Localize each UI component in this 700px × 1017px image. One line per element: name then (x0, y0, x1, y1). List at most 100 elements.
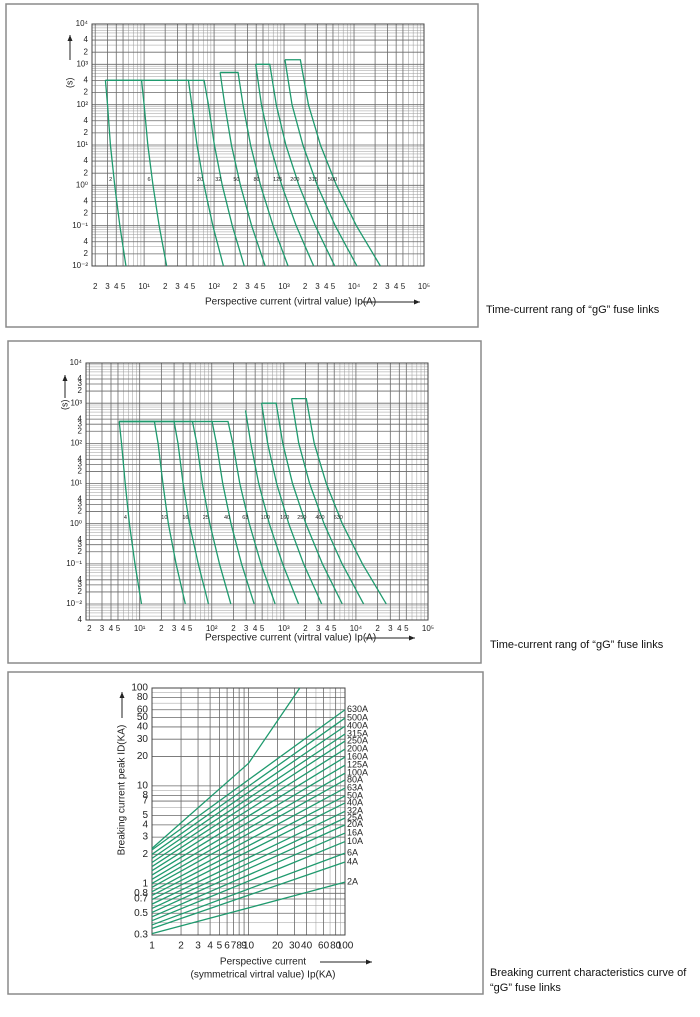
y-tick-label: 2 (84, 88, 89, 97)
curve-label: 40 (224, 515, 230, 521)
y-tick-label: 10 (137, 781, 149, 792)
curve (244, 410, 300, 605)
y-tick-label: 40 (137, 722, 149, 733)
curve-label: 4 (124, 515, 127, 521)
curve-label: 16A (347, 827, 363, 837)
x-tick-label: 5 (261, 282, 266, 291)
curve-label: 630A (347, 704, 368, 714)
y-tick-label: 4 (78, 414, 83, 423)
x-axis-label: Perspective current (virtral value) Ip(A… (205, 297, 376, 308)
curve-label: 20A (347, 819, 363, 829)
curve-label: 200A (347, 743, 368, 753)
y-tick-label: 10⁻¹ (72, 221, 88, 230)
x-tick-label: 10⁴ (348, 282, 361, 291)
curve-label: 315 (309, 177, 318, 183)
y-tick-label: 20 (137, 751, 149, 762)
curve-label: 20 (197, 177, 203, 183)
x-tick-label: 10¹ (138, 282, 150, 291)
x-tick-label: 5 (217, 941, 223, 952)
y-tick-label: 60 (137, 704, 149, 715)
x-tick-label: 3 (316, 624, 321, 633)
y-tick-label: 4 (84, 75, 89, 84)
curve-label: 500A (347, 712, 368, 722)
plot-frame (91, 23, 425, 267)
x-tick-label: 10⁵ (418, 282, 430, 291)
x-axis-label: Perspective current (virtral value) Ip(A… (205, 633, 376, 644)
x-tick-label: 2 (159, 624, 164, 633)
curve (260, 403, 323, 605)
curve-label: 6 (147, 177, 150, 183)
y-tick-label: 3 (78, 540, 83, 549)
curve (151, 840, 346, 922)
y-tick-label: 10³ (76, 59, 88, 68)
x-tick-label: 3 (385, 282, 390, 291)
curve (220, 71, 289, 267)
y-tick-label: 2 (78, 547, 83, 556)
x-tick-label: 3 (105, 282, 110, 291)
x-tick-label: 3 (175, 282, 180, 291)
x-tick-label: 100 (337, 941, 354, 952)
y-tick-label: 8 (142, 790, 148, 801)
curve-label: 160A (347, 751, 368, 761)
x-tick-label: 4 (181, 624, 186, 633)
y-tick-label: 4 (78, 454, 83, 463)
y-tick-label: 30 (137, 734, 149, 745)
y-tick-label: 100 (131, 683, 148, 694)
curve (291, 397, 387, 605)
x-tick-label: 4 (397, 624, 402, 633)
x-axis-arrowhead (414, 299, 420, 305)
curve (151, 779, 346, 888)
x-tick-label: 6 (224, 941, 230, 952)
caption: Breaking current characteristics curve o… (490, 967, 687, 994)
y-tick-label: 4 (78, 575, 83, 584)
y-tick-label: 0.8 (134, 888, 148, 899)
curve (261, 402, 343, 605)
y-tick-label: 80 (137, 692, 149, 703)
x-tick-label: 5 (401, 282, 406, 291)
curve-label: 10A (347, 836, 363, 846)
x-tick-label: 2 (303, 282, 308, 291)
y-tick-label: 10¹ (70, 479, 82, 488)
curve-label: 80 (253, 177, 259, 183)
curve-label: 400 (315, 515, 324, 521)
y-tick-label: 4 (84, 156, 89, 165)
x-tick-label: 10³ (278, 282, 290, 291)
x-tick-label: 3 (172, 624, 177, 633)
y-tick-label: 0.3 (134, 930, 148, 941)
x-tick-label: 4 (394, 282, 399, 291)
curve (151, 802, 346, 901)
y-tick-label: 0.5 (134, 908, 148, 919)
x-tick-label: 3 (315, 282, 320, 291)
y-tick-label: 4 (142, 820, 148, 831)
y-tick-label: 4 (78, 495, 83, 504)
x-tick-label: 9 (241, 941, 247, 952)
y-tick-label: 2 (78, 507, 83, 516)
y-tick-label: 4 (78, 535, 83, 544)
caption: Time-current rang of “gG” fuse links (486, 304, 660, 316)
curve (151, 795, 346, 897)
y-tick-label: 1 (142, 878, 148, 889)
x-tick-label: 10 (243, 941, 255, 952)
x-tick-label: 2 (375, 624, 380, 633)
x-tick-label: 5 (332, 624, 337, 633)
curve (151, 861, 346, 930)
curve (119, 420, 186, 605)
x-tick-label: 5 (191, 282, 196, 291)
y-tick-label: 10¹ (76, 140, 88, 149)
y-tick-label: 2 (84, 168, 89, 177)
x-tick-label: 80 (330, 941, 342, 952)
curve-label: 2 (109, 177, 112, 183)
curve-label: 50 (233, 177, 239, 183)
curve (151, 717, 346, 855)
x-tick-label: 2 (93, 282, 98, 291)
curve-label: 6A (347, 847, 358, 857)
y-tick-label: 2 (84, 47, 89, 56)
y-axis-arrowhead (62, 375, 68, 381)
x-tick-label: 4 (325, 624, 330, 633)
curve (255, 64, 315, 267)
y-axis-label: (s) (59, 400, 69, 411)
curve (284, 59, 358, 267)
curve-label: 32 (215, 177, 221, 183)
curve-label: 63 (242, 515, 248, 521)
